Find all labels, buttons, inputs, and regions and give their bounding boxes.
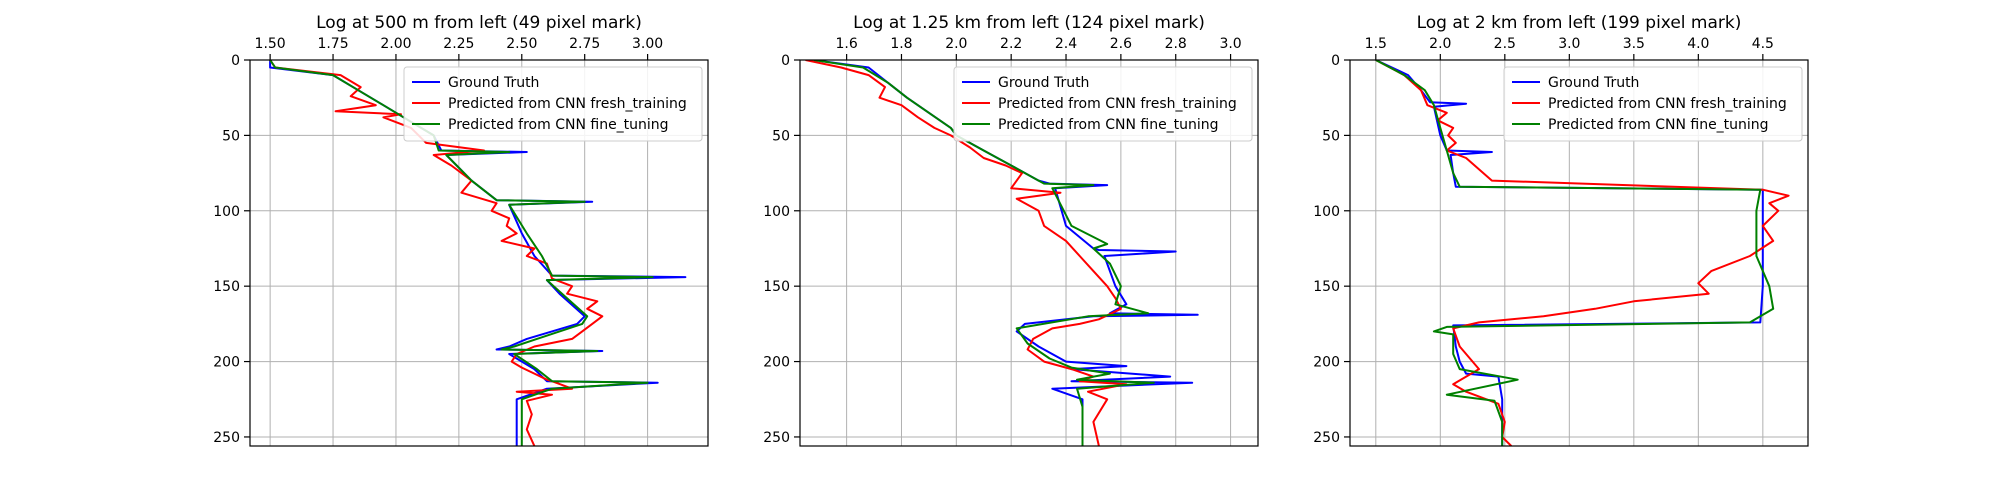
legend-entry: Ground Truth — [448, 75, 539, 91]
legend: Ground Truth Predicted from CNN fresh_tra… — [403, 66, 703, 142]
x-tick-label: 1.50 — [255, 36, 286, 52]
legend-entry: Ground Truth — [998, 75, 1089, 91]
x-tick-label: 4.5 — [1752, 36, 1774, 52]
y-tick-label: 50 — [222, 128, 240, 144]
y-tick-label: 100 — [1313, 204, 1340, 220]
y-tick-label: 100 — [763, 204, 790, 220]
x-tick-label: 2.50 — [506, 36, 537, 52]
y-tick-label: 150 — [763, 279, 790, 295]
legend-entry: Predicted from CNN fine_tuning — [448, 117, 669, 133]
legend-box — [953, 66, 1253, 142]
legend-entry: Predicted from CNN fresh_training — [448, 96, 687, 112]
plot-frame — [1349, 59, 1809, 447]
chart-title: Log at 2 km from left (199 pixel mark) — [1417, 13, 1742, 33]
series-line-fresh — [805, 60, 1128, 446]
legend: Ground Truth Predicted from CNN fresh_tra… — [1503, 66, 1803, 142]
x-tick-label: 1.8 — [890, 36, 912, 52]
x-tick-label: 2.75 — [569, 36, 600, 52]
y-tick-label: 250 — [763, 430, 790, 446]
y-tick-label: 150 — [1313, 279, 1340, 295]
series-line-fresh — [1375, 60, 1790, 446]
plot-frame — [249, 59, 709, 447]
x-tick-label: 2.0 — [945, 36, 967, 52]
legend-entry: Ground Truth — [1548, 75, 1639, 91]
plot-frame — [799, 59, 1259, 447]
y-tick-label: 250 — [1313, 430, 1340, 446]
x-tick-label: 1.5 — [1365, 36, 1387, 52]
legend-entry: Predicted from CNN fine_tuning — [998, 117, 1219, 133]
chart-title: Log at 500 m from left (49 pixel mark) — [316, 13, 642, 33]
series-line-fine — [1375, 60, 1775, 446]
x-tick-label: 3.00 — [632, 36, 663, 52]
legend-entry: Predicted from CNN fresh_training — [1548, 96, 1787, 112]
series-line-fresh — [269, 60, 604, 446]
y-tick-label: 100 — [213, 204, 240, 220]
legend-box — [1503, 66, 1803, 142]
x-tick-label: 2.5 — [1494, 36, 1516, 52]
x-tick-label: 2.2 — [1000, 36, 1022, 52]
y-tick-label: 200 — [763, 355, 790, 371]
x-tick-label: 2.00 — [380, 36, 411, 52]
legend: Ground Truth Predicted from CNN fresh_tra… — [953, 66, 1253, 142]
x-tick-label: 1.6 — [835, 36, 857, 52]
series-line-ground-truth — [1375, 60, 1764, 446]
chart-panel-1: 1.50 1.75 2.00 2.25 2.50 2.75 3.00 0 50 100 150 200… — [213, 13, 709, 447]
y-tick-label: 50 — [1322, 128, 1340, 144]
legend-entry: Predicted from CNN fine_tuning — [1548, 117, 1769, 133]
x-tick-label: 3.0 — [1219, 36, 1241, 52]
y-tick-label: 0 — [781, 53, 790, 69]
chart-panel-2: 1.6 1.8 2.0 2.2 2.4 2.6 2.8 3.0 0 50 100 150 200 250 L… — [763, 13, 1259, 447]
y-tick-label: 0 — [231, 53, 240, 69]
y-tick-label: 150 — [213, 279, 240, 295]
series-line-fine — [813, 60, 1155, 446]
x-tick-label: 2.4 — [1055, 36, 1077, 52]
y-tick-label: 50 — [772, 128, 790, 144]
y-tick-label: 200 — [1313, 355, 1340, 371]
x-tick-label: 4.0 — [1687, 36, 1709, 52]
x-tick-label: 2.6 — [1110, 36, 1132, 52]
x-tick-label: 3.5 — [1623, 36, 1645, 52]
x-tick-label: 2.0 — [1429, 36, 1451, 52]
x-tick-label: 2.8 — [1165, 36, 1187, 52]
y-tick-label: 250 — [213, 430, 240, 446]
chart-title: Log at 1.25 km from left (124 pixel mark… — [853, 13, 1205, 33]
series-group — [1375, 60, 1790, 446]
y-tick-label: 0 — [1331, 53, 1340, 69]
chart-panel-3: 1.5 2.0 2.5 3.0 3.5 4.0 4.5 0 50 100 150 200 250 Log … — [1313, 13, 1809, 447]
legend-box — [403, 66, 703, 142]
x-tick-label: 3.0 — [1558, 36, 1580, 52]
x-tick-label: 1.75 — [317, 36, 348, 52]
legend-entry: Predicted from CNN fresh_training — [998, 96, 1237, 112]
x-tick-label: 2.25 — [443, 36, 474, 52]
y-tick-label: 200 — [213, 355, 240, 371]
